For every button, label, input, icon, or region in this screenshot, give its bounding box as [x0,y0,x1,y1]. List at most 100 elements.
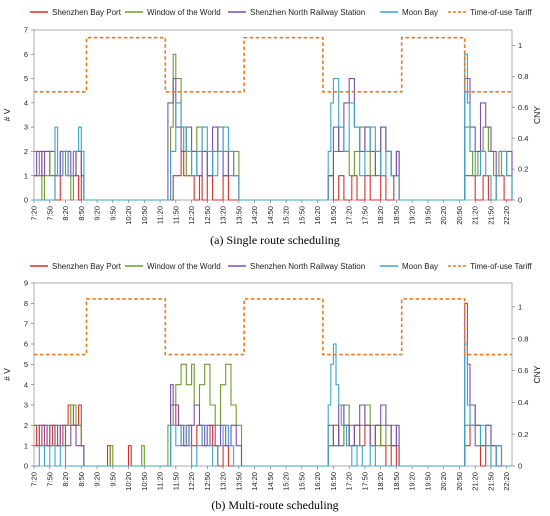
y-tick-label: 7 [24,319,28,328]
x-tick-label: 11:20 [156,206,165,224]
y2-tick-label: 0.2 [518,430,528,439]
y2-tick-label: 0.4 [518,134,528,143]
x-tick-label: 7:50 [45,206,54,221]
y-tick-label: 5 [24,360,28,369]
y-tick-label: 9 [24,279,28,288]
y2-axis-title: CNY [532,106,542,124]
panel-a-single-route: Shenzhen Bay Port Window of the World Sh… [2,8,542,247]
x-tick-label: 10:50 [140,206,149,225]
x-tick-label: 17:50 [360,206,369,225]
legend-b: Shenzhen Bay Port Window of the World Sh… [30,262,532,271]
y-tick-label: 0 [24,196,28,205]
x-tick-label: 19:20 [408,206,417,225]
x-tick-label: 18:50 [392,206,401,225]
x-tick-label: 13:20 [219,472,228,491]
y2-tick-label: 0.8 [518,72,528,81]
y-tick-label: 7 [24,26,28,35]
x-tick-label: 8:50 [77,472,86,487]
y-tick-label: 1 [24,171,28,180]
x-tick-label: 15:50 [297,206,306,225]
y-tick-label: 6 [24,340,28,349]
x-tick-label: 7:50 [45,472,54,487]
y-tick-label: 4 [24,380,28,389]
x-tick-label: 9:50 [108,472,117,487]
x-tick-label: 13:20 [219,206,228,225]
x-tick-label: 9:50 [108,206,117,221]
plot-frame-b [33,282,513,467]
x-tick-label: 18:50 [392,472,401,491]
x-tick-label: 20:50 [455,206,464,225]
y2-tick-label: 0.4 [518,398,528,407]
y2-tick-label: 1 [518,302,522,311]
x-tick-label: 20:20 [439,472,448,491]
x-tick-label: 11:20 [156,472,165,490]
x-tick-label: 10:50 [140,472,149,491]
y-tick-label: 8 [24,299,28,308]
y2-tick-label: 0 [518,196,522,205]
x-tick-label: 16:20 [313,206,322,225]
x-tick-label: 21:50 [486,472,495,491]
x-tick-label: 13:50 [234,472,243,491]
legend-b-label-s4: Moon Bay [402,262,438,271]
legend-a-label-s4: Moon Bay [402,8,438,17]
x-tick-label: 18:20 [376,206,385,225]
caption-a: (a) Single route scheduling [210,233,340,247]
y-tick-label: 4 [24,98,28,107]
tariff-line [34,298,512,356]
series-line-1 [34,150,512,201]
x-tick-label: 13:50 [234,206,243,225]
y-tick-label: 0 [24,462,28,471]
y-axis-title: # V [2,108,12,121]
caption-b: (b) Multi-route scheduling [211,498,338,512]
x-tick-label: 15:20 [282,472,291,491]
x-tick-label: 12:50 [203,206,212,225]
legend-a-label-s2: Window of the World [147,8,221,17]
legend-a-label-s3: Shenzhen North Railway Station [250,8,365,17]
series-line-4 [34,53,513,201]
x-tick-label: 21:20 [471,206,480,225]
x-tick-label: 12:20 [187,206,196,225]
x-tick-label: 19:50 [423,472,432,491]
plot-frame-a [33,29,513,201]
x-tick-label: 15:20 [282,206,291,225]
y2-tick-label: 0.6 [518,103,528,112]
x-tick-label: 14:20 [250,206,259,225]
x-tick-label: 19:20 [408,472,417,491]
y-tick-label: 6 [24,50,28,59]
series-line-4 [34,343,512,467]
x-tick-label: 14:50 [266,472,275,491]
x-tick-label: 22:20 [502,472,511,491]
x-tick-label: 16:50 [329,472,338,491]
y-tick-label: 1 [24,441,28,450]
legend-a: Shenzhen Bay Port Window of the World Sh… [30,8,532,17]
series-line-3 [34,78,513,201]
x-tick-label: 12:20 [187,472,196,491]
x-tick-label: 8:50 [77,206,86,221]
tariff-line [34,36,512,93]
x-tick-label: 12:50 [203,472,212,491]
x-tick-label: 9:20 [93,472,102,487]
x-tick-label: 18:20 [376,472,385,491]
y2-tick-label: 0.2 [518,165,528,174]
x-tick-label: 20:20 [439,206,448,225]
legend-b-label-s3: Shenzhen North Railway Station [250,262,365,271]
x-tick-label: 10:20 [124,472,133,491]
y-axis-title: # V [2,368,12,381]
x-tick-label: 19:50 [423,206,432,225]
x-tick-label: 7:20 [30,206,39,221]
legend-a-label-s1: Shenzhen Bay Port [52,8,122,17]
x-tick-label: 17:50 [360,472,369,491]
y2-tick-label: 1 [518,41,522,50]
x-tick-label: 10:20 [124,206,133,225]
x-tick-label: 8:20 [61,206,70,221]
x-tick-label: 22:20 [502,206,511,225]
x-tick-label: 9:20 [93,206,102,221]
y2-tick-label: 0 [518,462,522,471]
series-line-2 [34,53,513,201]
x-tick-label: 11:50 [171,472,180,490]
y2-tick-label: 0.6 [518,366,528,375]
y-tick-label: 2 [24,421,28,430]
